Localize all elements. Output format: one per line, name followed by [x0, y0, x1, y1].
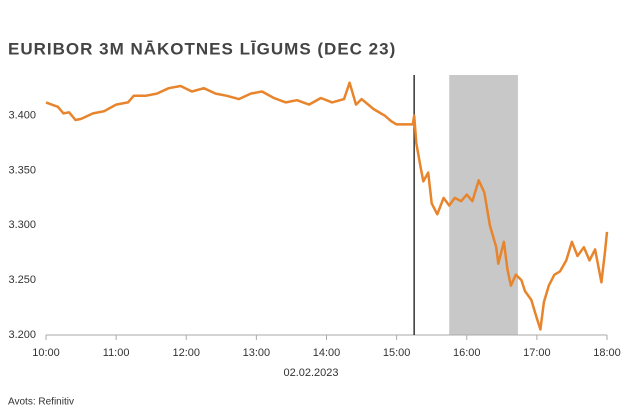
y-tick-label: 3.250 — [8, 274, 36, 286]
x-tick-label: 13:00 — [243, 347, 271, 359]
chart-title: EURIBOR 3M NĀKOTNES LĪGUMS (DEC 23) — [8, 39, 396, 58]
price-line — [45, 81, 609, 331]
y-tick-label: 3.350 — [8, 164, 36, 176]
x-tick-label: 12:00 — [172, 347, 200, 359]
x-tick-label: 18:00 — [593, 347, 621, 359]
x-tick-label: 15:00 — [383, 347, 411, 359]
shaded-period — [449, 75, 518, 335]
source-note: Avots: Refinitiv — [8, 397, 74, 408]
y-tick-label: 3.400 — [8, 109, 36, 121]
x-tick-label: 11:00 — [103, 347, 130, 359]
x-tick-label: 10:00 — [32, 347, 60, 359]
x-tick-label: 14:00 — [313, 347, 341, 359]
x-axis-label: 02.02.2023 — [283, 367, 338, 379]
x-tick-label: 17:00 — [523, 347, 551, 359]
y-tick-label: 3.200 — [8, 329, 36, 341]
y-tick-label: 3.300 — [8, 219, 36, 231]
x-tick-label: 16:00 — [453, 347, 481, 359]
